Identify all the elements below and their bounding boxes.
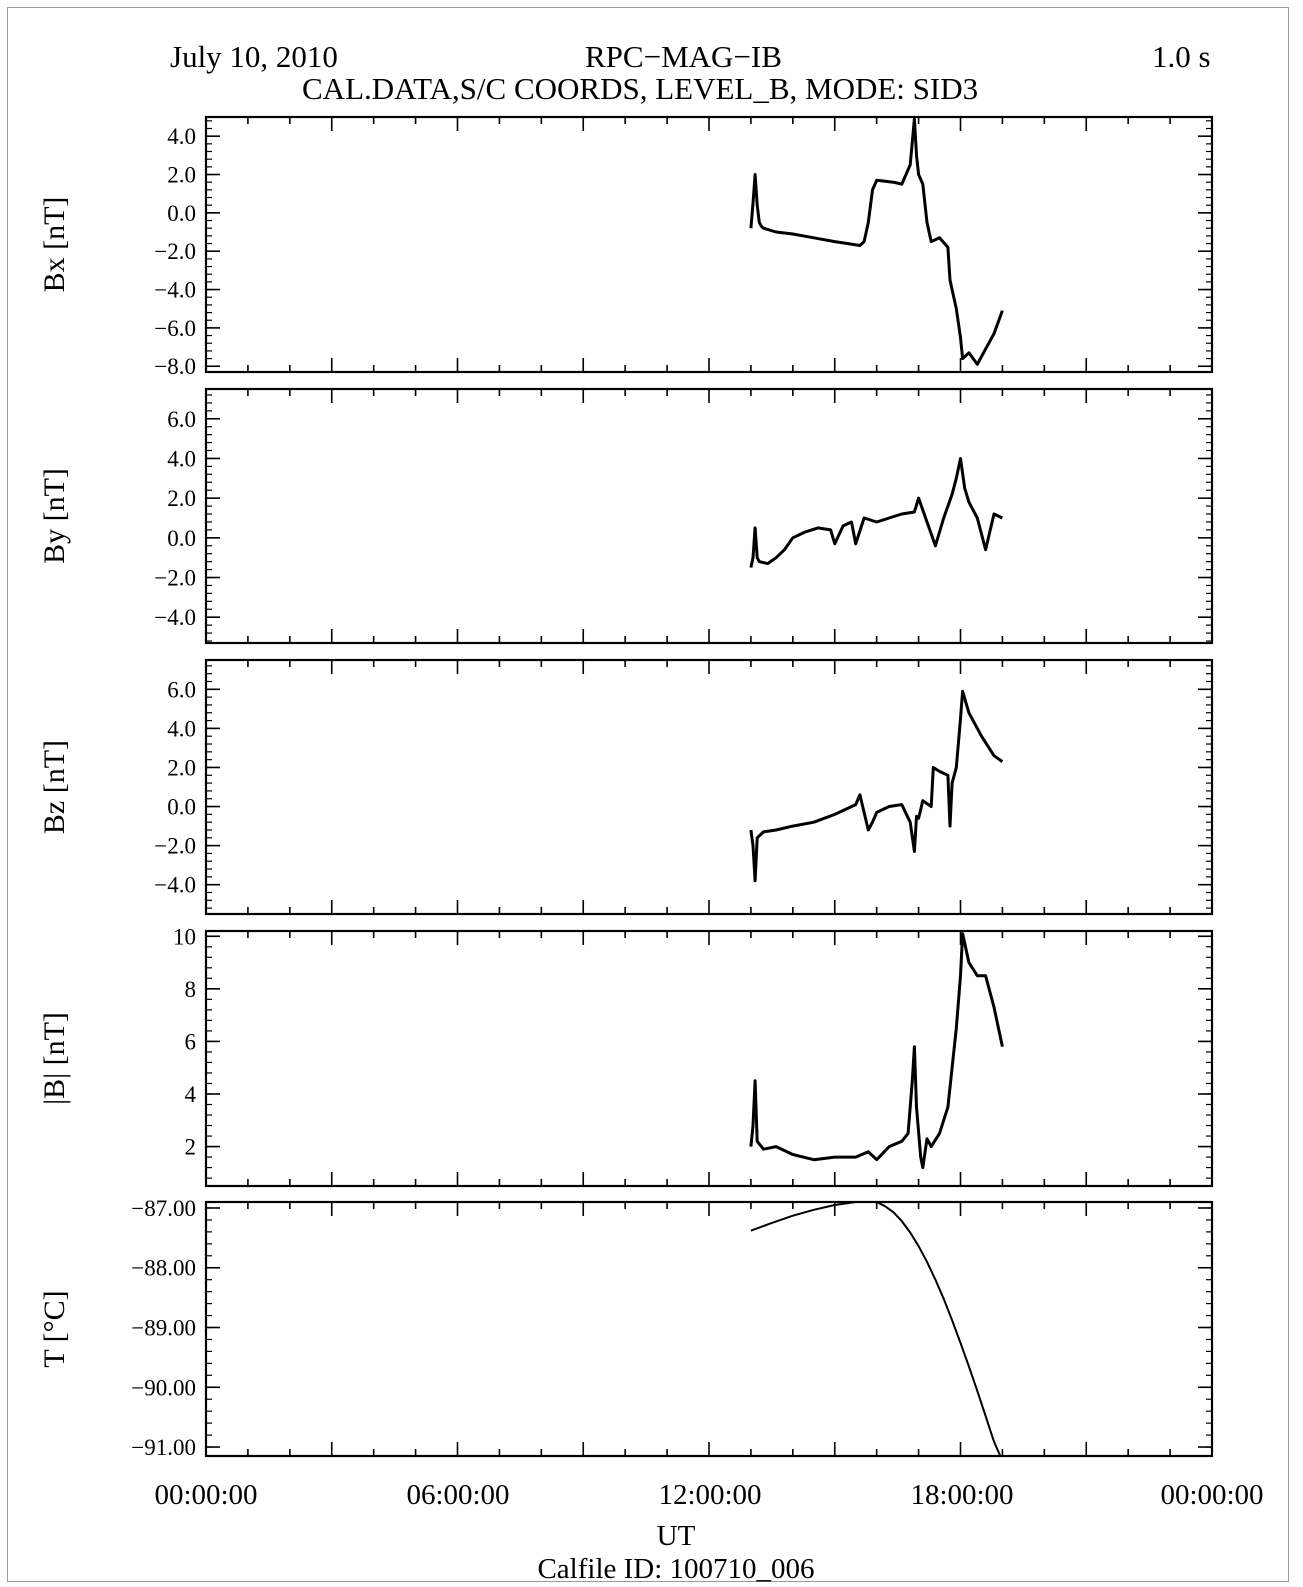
data-series-line — [749, 457, 1004, 568]
y-tick-label: −2.0 — [154, 239, 196, 264]
panel-5: −87.00 −88.00 −89.00 −90.00 −91.00 T [°C] — [38, 1196, 1214, 1460]
x-axis-title: UT — [657, 1520, 696, 1552]
y-tick-label: −8.0 — [154, 354, 196, 379]
x-tick-label: 00:00:00 — [154, 1479, 257, 1511]
y-tick-label: 2 — [185, 1135, 197, 1160]
y-tick-label: 4.0 — [167, 716, 196, 741]
panel-2: 6.0 4.0 2.0 0.0 −2.0 −4.0 By [nT] — [38, 387, 1214, 645]
figure-header: July 10, 2010 RPC−MAG−IB 1.0 s CAL.DATA,… — [170, 39, 1211, 106]
y-tick-label: 2.0 — [167, 486, 196, 511]
panel-3: 6.0 4.0 2.0 0.0 −2.0 −4.0 Bz [nT] — [38, 658, 1214, 916]
y-tick-label: 2.0 — [167, 163, 196, 188]
y-axis-title: Bx [nT] — [38, 197, 71, 293]
y-tick-label: −91.00 — [131, 1435, 196, 1460]
y-tick-label: −88.00 — [131, 1256, 196, 1281]
x-tick-label: 00:00:00 — [1160, 1479, 1263, 1511]
y-tick-label: 10 — [173, 924, 196, 949]
y-axis-title: Bz [nT] — [38, 740, 71, 834]
header-instrument: RPC−MAG−IB — [585, 39, 782, 74]
data-series-line — [749, 117, 1004, 366]
x-axis-labels: 00:00:00 06:00:00 12:00:00 18:00:00 00:0… — [154, 1479, 1263, 1585]
panel-4: 10 8 6 4 2 |B| [nT] — [38, 924, 1214, 1188]
panel-frame — [204, 387, 1214, 645]
data-series-line — [749, 689, 1004, 883]
data-series-line — [750, 1201, 1002, 1457]
header-subtitle: CAL.DATA,S/C COORDS, LEVEL_B, MODE: SID3 — [302, 71, 978, 106]
y-tick-label: −87.00 — [131, 1196, 196, 1221]
y-tick-label: 0.0 — [167, 526, 196, 551]
y-tick-label: −4.0 — [154, 605, 196, 630]
y-tick-label: 0.0 — [167, 201, 196, 226]
header-resolution: 1.0 s — [1152, 39, 1211, 74]
panel-frame — [204, 115, 1214, 374]
y-tick-label: 6.0 — [167, 407, 196, 432]
y-tick-label: −2.0 — [154, 566, 196, 591]
y-axis-title: T [°C] — [38, 1290, 71, 1367]
y-axis-title: By [nT] — [38, 468, 71, 564]
data-series-line — [749, 932, 1004, 1170]
y-tick-label: −4.0 — [154, 278, 196, 303]
y-axis-title: |B| [nT] — [38, 1012, 71, 1105]
x-tick-label: 06:00:00 — [406, 1479, 509, 1511]
y-tick-label: 6.0 — [167, 677, 196, 702]
y-tick-label: −6.0 — [154, 316, 196, 341]
y-tick-label: 0.0 — [167, 795, 196, 820]
y-tick-label: 6 — [185, 1029, 197, 1054]
panel-frame — [204, 658, 1214, 916]
x-tick-label: 12:00:00 — [658, 1479, 761, 1511]
calfile-id: Calfile ID: 100710_006 — [537, 1553, 814, 1585]
panel-frame — [204, 1200, 1214, 1458]
y-tick-label: −4.0 — [154, 873, 196, 898]
panel-frame — [204, 929, 1214, 1188]
header-date: July 10, 2010 — [170, 39, 338, 74]
y-tick-label: 4 — [185, 1082, 197, 1107]
y-tick-label: −90.00 — [131, 1375, 196, 1400]
panel-1: 4.0 2.0 0.0 −2.0 −4.0 −6.0 −8.0 Bx [nT] — [38, 115, 1214, 379]
y-tick-label: −2.0 — [154, 834, 196, 859]
y-tick-label: 8 — [185, 977, 197, 1002]
x-tick-label: 18:00:00 — [910, 1479, 1013, 1511]
y-tick-label: 4.0 — [167, 124, 196, 149]
y-tick-label: 4.0 — [167, 446, 196, 471]
plot-panels: 4.0 2.0 0.0 −2.0 −4.0 −6.0 −8.0 Bx [nT] 6.0 4.0 2.… — [38, 115, 1214, 1460]
y-tick-label: −89.00 — [131, 1316, 196, 1341]
figure-frame — [7, 7, 1289, 1582]
y-tick-label: 2.0 — [167, 755, 196, 780]
